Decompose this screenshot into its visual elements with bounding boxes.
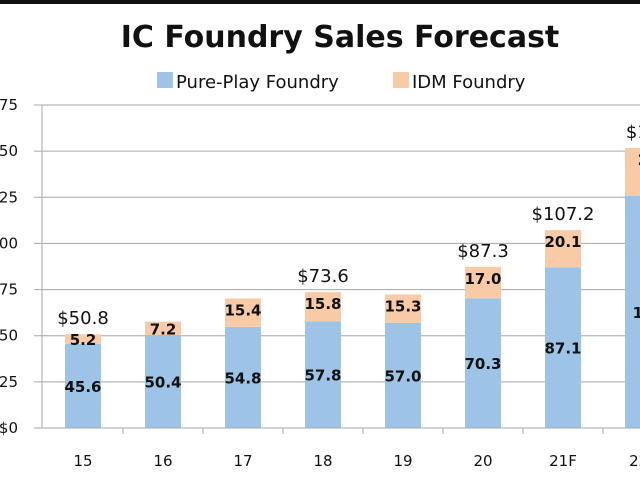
- y-tick-label: $25: [0, 373, 18, 391]
- segment-label: 5.2: [70, 331, 97, 349]
- total-label: $107.2: [532, 204, 595, 225]
- bar-idm: [145, 321, 181, 335]
- bar-pure-play: [145, 334, 181, 428]
- y-tick-label: $125: [0, 188, 18, 206]
- y-tick-label: $150: [0, 142, 18, 160]
- legend-swatch-idm: [393, 72, 409, 88]
- bar-pure-play: [465, 298, 501, 428]
- legend: Pure-Play Foundry IDM Foundry: [157, 72, 526, 93]
- axes: $0 $25 $50 $75 $100 $125 $150 $175 15 16 17 18 19 20 2…: [0, 96, 640, 470]
- x-tick-label: 16: [153, 452, 172, 470]
- legend-label-pure-play: Pure-Play Foundry: [176, 72, 339, 93]
- bar-pure-play: [385, 322, 421, 428]
- y-tick-label: $50: [0, 327, 18, 345]
- segment-label: 12: [633, 304, 640, 322]
- x-tick-label: 22F: [629, 452, 640, 470]
- x-tick-label: 15: [73, 452, 92, 470]
- segment-label: 20.1: [544, 233, 581, 251]
- bar-pure-play: [225, 326, 261, 428]
- segment-label: 57.0: [384, 367, 421, 385]
- y-tick-label: $75: [0, 281, 18, 299]
- gridlines: [34, 104, 640, 383]
- total-label: $50.8: [57, 308, 109, 329]
- bar-idm: [385, 294, 421, 323]
- segment-label: 70.3: [464, 355, 501, 373]
- total-label: $87.3: [457, 241, 509, 262]
- bar-idm: [545, 230, 581, 268]
- y-tick-label: $175: [0, 96, 18, 114]
- legend-swatch-pure-play: [157, 72, 173, 88]
- bar-pure-play: [545, 267, 581, 428]
- x-tick-label: 20: [473, 452, 492, 470]
- bar-pure-play: [625, 195, 640, 428]
- bar-idm: [625, 148, 640, 196]
- data-labels: 45.6 5.2 $50.8 50.4 7.2 54.8 15.4 57.8 15.8 $73.6…: [57, 122, 640, 396]
- segment-label: 15.4: [224, 301, 261, 319]
- segment-label: 15.3: [384, 298, 421, 316]
- segment-label: 45.6: [64, 378, 101, 396]
- segment-label: 50.4: [144, 373, 181, 391]
- bar-idm: [465, 266, 501, 299]
- segment-label: 7.2: [150, 320, 177, 338]
- segment-label: 57.8: [304, 367, 341, 385]
- x-tick-label: 18: [313, 452, 332, 470]
- y-tick-label: $0: [0, 419, 18, 437]
- bar-idm: [225, 298, 261, 327]
- bar-pure-play: [65, 343, 101, 428]
- chart-title: IC Foundry Sales Forecast: [121, 20, 560, 55]
- segment-label: 87.1: [544, 340, 581, 358]
- legend-label-idm: IDM Foundry: [412, 72, 526, 93]
- segment-label: 17.0: [464, 270, 501, 288]
- total-label: $73.6: [297, 266, 349, 287]
- y-tick-label: $100: [0, 234, 18, 252]
- bar-pure-play: [305, 321, 341, 428]
- segment-label: 2: [638, 151, 640, 169]
- x-tick-label: 17: [233, 452, 252, 470]
- total-label: $15: [626, 122, 640, 143]
- x-tick-label: 21F: [549, 452, 577, 470]
- top-border: [0, 0, 640, 4]
- segment-label: 54.8: [224, 369, 261, 387]
- bar-idm: [305, 292, 341, 322]
- bars: [65, 148, 640, 428]
- x-tick-label: 19: [393, 452, 412, 470]
- segment-label: 15.8: [304, 295, 341, 313]
- bar-idm: [65, 334, 101, 344]
